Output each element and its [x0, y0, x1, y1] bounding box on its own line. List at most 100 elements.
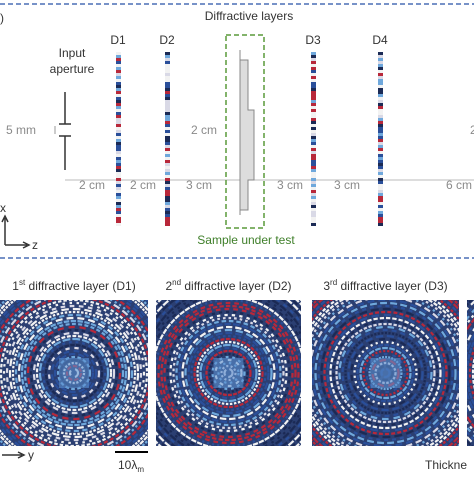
layer-pixel — [311, 130, 316, 133]
axis-label: y — [28, 448, 34, 462]
layer-pixel — [311, 127, 316, 130]
layer-pixel — [311, 106, 316, 109]
layer-pixel — [165, 142, 170, 145]
layer-pixel — [116, 61, 121, 64]
layer-pixel — [116, 55, 121, 58]
layer-pixel — [165, 127, 170, 130]
layer-pixel — [311, 193, 316, 196]
layer-pixel — [378, 166, 383, 169]
layer-pixel — [378, 205, 383, 208]
phase-center — [214, 358, 244, 388]
layer-pixel — [311, 214, 316, 217]
layer-pixel — [116, 181, 121, 184]
layer-pixel — [311, 190, 316, 193]
layer-pixel — [165, 196, 170, 199]
layer-pixel — [165, 184, 170, 187]
layer — [116, 52, 121, 226]
layer-pixel — [116, 202, 121, 205]
layer-pixel — [311, 52, 316, 55]
layer-pixel — [165, 151, 170, 154]
panel-label: ) — [0, 11, 4, 25]
layer-pixel — [116, 187, 121, 190]
map-title: 2nd diffractive layer (D2) — [165, 278, 291, 293]
distance-label: 3 cm — [186, 178, 212, 192]
axes — [2, 216, 29, 248]
layer-pixel — [311, 58, 316, 61]
layer-pixel — [165, 187, 170, 190]
layer-pixel — [165, 220, 170, 223]
layer-label: D2 — [159, 33, 175, 47]
layer-pixel — [378, 217, 383, 220]
layer-pixel — [165, 103, 170, 106]
clipped-label: 2 — [470, 123, 474, 137]
sample-offset: 2 cm — [191, 123, 217, 137]
layer-pixel — [116, 142, 121, 145]
layer-pixel — [116, 73, 121, 76]
layer-pixel — [311, 67, 316, 70]
layer-pixel — [311, 139, 316, 142]
layer-pixel — [311, 97, 316, 100]
sample-label: Sample under test — [197, 233, 295, 247]
layer-pixel — [311, 157, 316, 160]
layer-pixel — [116, 85, 121, 88]
layer-pixel — [378, 82, 383, 85]
layer-pixel — [116, 160, 121, 163]
layer-pixel — [165, 85, 170, 88]
layer-pixel — [311, 208, 316, 211]
layer-pixel — [116, 67, 121, 70]
thickness-label: Thickne — [425, 458, 467, 472]
layer-pixel — [378, 148, 383, 151]
layer-pixel — [311, 133, 316, 136]
layer-pixel — [311, 181, 316, 184]
distance-label: 3 cm — [334, 178, 360, 192]
phase-map — [0, 264, 183, 474]
layer-pixel — [165, 124, 170, 127]
layer-pixel — [165, 97, 170, 100]
layer-pixel — [165, 76, 170, 79]
layer-pixel — [165, 130, 170, 133]
aperture — [59, 92, 71, 170]
layer-pixel — [311, 91, 316, 94]
layer-pixel — [311, 187, 316, 190]
layer-pixel — [378, 190, 383, 193]
layer-pixel — [378, 76, 383, 79]
layer-pixel — [165, 136, 170, 139]
layer-pixel — [116, 124, 121, 127]
layer-pixel — [116, 82, 121, 85]
layer-pixel — [116, 103, 121, 106]
layer-pixel — [116, 169, 121, 172]
layer-pixel — [378, 88, 383, 91]
layer-label: D3 — [305, 33, 321, 47]
layer-pixel — [116, 112, 121, 115]
layer-pixel — [165, 55, 170, 58]
layer-pixel — [378, 142, 383, 145]
layer-pixel — [165, 91, 170, 94]
layer-pixel — [116, 205, 121, 208]
layer-pixel — [165, 115, 170, 118]
layer-pixel — [311, 103, 316, 106]
layer-pixel — [165, 166, 170, 169]
layer-pixel — [311, 169, 316, 172]
layer-pixel — [116, 151, 121, 154]
layer-pixel — [378, 79, 383, 82]
layer-pixel — [116, 220, 121, 223]
layer-pixel — [165, 163, 170, 166]
layer-pixel — [116, 178, 121, 181]
layer-pixel — [378, 94, 383, 97]
layer-pixel — [378, 145, 383, 148]
phase-center — [59, 358, 89, 388]
layer-pixel — [311, 160, 316, 163]
map-title: 3rd diffractive layer (D3) — [323, 278, 447, 293]
layer-pixel — [378, 139, 383, 142]
layer-pixel — [311, 145, 316, 148]
layer-pixel — [311, 166, 316, 169]
layer-label: D1 — [110, 33, 126, 47]
distance-label: 2 cm — [130, 178, 156, 192]
layer-pixel — [165, 175, 170, 178]
layer-pixel — [165, 199, 170, 202]
layer-pixel — [378, 130, 383, 133]
layer-pixel — [165, 118, 170, 121]
layer-pixel — [116, 58, 121, 61]
layer-pixel — [165, 109, 170, 112]
